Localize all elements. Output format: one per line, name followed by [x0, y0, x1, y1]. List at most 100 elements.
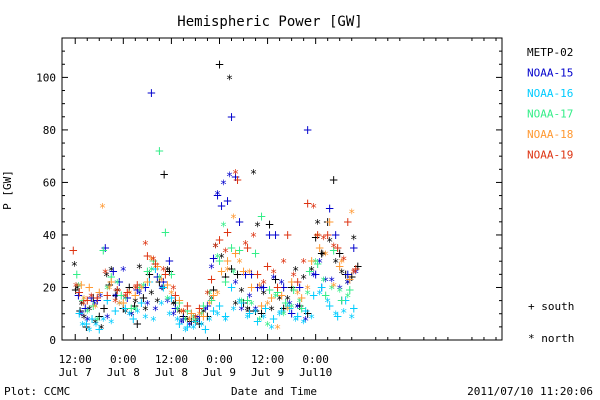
data-point-metp-02-north: *: [192, 317, 198, 331]
data-point-noaa-17-south: +: [198, 299, 208, 313]
data-point-noaa-15-north: *: [158, 282, 164, 296]
data-point-noaa-18-south: +: [277, 288, 287, 302]
data-point-noaa-15-south: +: [247, 267, 257, 281]
data-point-noaa-15-north: *: [271, 272, 277, 286]
legend-item-noaa-15: NOAA-15: [527, 67, 573, 80]
data-point-metp-02-north: *: [277, 293, 283, 307]
data-point-noaa-15-north: *: [259, 282, 265, 296]
data-point-noaa-15-south: +: [132, 283, 142, 297]
data-point-noaa-19-north: *: [150, 254, 156, 268]
data-point-noaa-17-north: *: [104, 282, 110, 296]
data-point-metp-02-south: +: [81, 320, 91, 334]
data-point-noaa-18-north: *: [196, 309, 202, 323]
data-point-noaa-15-south: +: [295, 280, 305, 294]
data-point-noaa-16-north: *: [116, 298, 122, 312]
data-point-noaa-17-north: *: [345, 290, 351, 304]
data-point-noaa-17-south: +: [78, 294, 88, 308]
data-point-metp-02-south: +: [238, 296, 248, 310]
data-point-noaa-16-north: *: [341, 306, 347, 320]
x-tick-label-date: Jul 9: [203, 366, 236, 379]
data-point-noaa-17-south: +: [329, 244, 339, 258]
data-point-noaa-15-north: *: [178, 317, 184, 331]
data-point-metp-02-south: +: [303, 307, 313, 321]
data-point-noaa-16-south: +: [285, 301, 295, 315]
data-point-noaa-16-south: +: [277, 304, 287, 318]
data-point-noaa-17-north: *: [148, 264, 154, 278]
data-point-noaa-15-north: *: [84, 314, 90, 328]
data-point-noaa-19-north: *: [170, 282, 176, 296]
data-point-metp-02-south: +: [279, 301, 289, 315]
data-point-noaa-19-south: +: [214, 233, 224, 247]
data-point-noaa-19-north: *: [301, 256, 307, 270]
data-point-noaa-15-north: *: [120, 264, 126, 278]
data-point-noaa-18-north: *: [247, 267, 253, 281]
legend-item-noaa-16: NOAA-16: [527, 87, 573, 100]
data-point-noaa-19-north: *: [222, 246, 228, 260]
x-axis-label: Date and Time: [231, 385, 317, 398]
data-point-noaa-19-south: +: [132, 278, 142, 292]
data-point-metp-02-north: *: [170, 298, 176, 312]
data-point-noaa-18-south: +: [106, 275, 116, 289]
data-point-noaa-17-south: +: [243, 294, 253, 308]
data-point-noaa-18-south: +: [198, 309, 208, 323]
data-point-noaa-17-south: +: [313, 257, 323, 271]
legend-item-noaa-19: NOAA-19: [527, 149, 573, 162]
data-point-metp-02-north: *: [128, 309, 134, 323]
data-point-metp-02-north: *: [136, 261, 142, 275]
data-point-noaa-19-south: +: [102, 288, 112, 302]
data-point-metp-02-north: *: [351, 233, 357, 247]
data-point-noaa-18-south: +: [307, 254, 317, 268]
data-point-noaa-17-south: +: [190, 312, 200, 326]
y-axis: 0 20 40 60 80 100: [36, 50, 502, 347]
data-point-noaa-19-south: +: [243, 241, 253, 255]
data-point-noaa-15-north: *: [345, 277, 351, 291]
data-point-noaa-16-south: +: [269, 312, 279, 326]
data-point-noaa-16-south: +: [150, 262, 160, 276]
data-point-noaa-17-south: +: [154, 144, 164, 158]
data-point-metp-02-south: +: [154, 275, 164, 289]
data-point-noaa-15-south: +: [234, 215, 244, 229]
data-point-noaa-15-north: *: [220, 177, 226, 191]
data-point-noaa-19-north: *: [331, 240, 337, 254]
data-point-metp-02-north: *: [208, 293, 214, 307]
data-point-noaa-19-south: +: [74, 286, 84, 300]
data-point-metp-02-north: *: [108, 264, 114, 278]
data-point-noaa-17-north: *: [164, 293, 170, 307]
data-point-noaa-15-north: *: [233, 277, 239, 291]
data-point-noaa-18-north: *: [206, 298, 212, 312]
data-point-noaa-18-south: +: [287, 275, 297, 289]
data-point-noaa-19-south: +: [313, 228, 323, 242]
data-point-noaa-15-north: *: [303, 314, 309, 328]
data-point-metp-02-south: +: [329, 173, 339, 187]
data-point-metp-02-south: +: [323, 215, 333, 229]
data-point-noaa-17-south: +: [234, 244, 244, 258]
data-point-noaa-15-north: *: [164, 296, 170, 310]
legend-item-noaa-18: NOAA-18: [527, 128, 573, 141]
data-point-noaa-17-south: +: [337, 294, 347, 308]
data-point-noaa-15-north: *: [128, 309, 134, 323]
data-point-noaa-17-north: *: [206, 288, 212, 302]
data-point-noaa-17-south: +: [116, 288, 126, 302]
data-point-metp-02-north: *: [285, 293, 291, 307]
data-point-noaa-19-south: +: [160, 267, 170, 281]
data-point-noaa-17-south: +: [98, 244, 108, 258]
data-point-noaa-19-south: +: [253, 267, 263, 281]
data-point-noaa-19-north: *: [192, 311, 198, 325]
data-point-noaa-18-south: +: [142, 275, 152, 289]
data-point-noaa-19-north: *: [321, 233, 327, 247]
data-point-noaa-16-north: *: [142, 311, 148, 325]
data-point-noaa-19-south: +: [351, 262, 361, 276]
data-point-noaa-15-north: *: [170, 309, 176, 323]
data-point-noaa-16-south: +: [253, 315, 263, 329]
data-point-noaa-15-north: *: [323, 275, 329, 289]
data-point-noaa-18-south: +: [152, 259, 162, 273]
data-point-metp-02-north: *: [142, 303, 148, 317]
data-point-metp-02-north: *: [345, 277, 351, 291]
data-point-metp-02-south: +: [104, 278, 114, 292]
data-point-noaa-17-south: +: [257, 210, 267, 224]
data-point-metp-02-north: *: [245, 303, 251, 317]
data-point-noaa-15-north: *: [186, 319, 192, 333]
data-point-noaa-18-north: *: [339, 256, 345, 270]
data-point-noaa-17-south: +: [88, 299, 98, 313]
